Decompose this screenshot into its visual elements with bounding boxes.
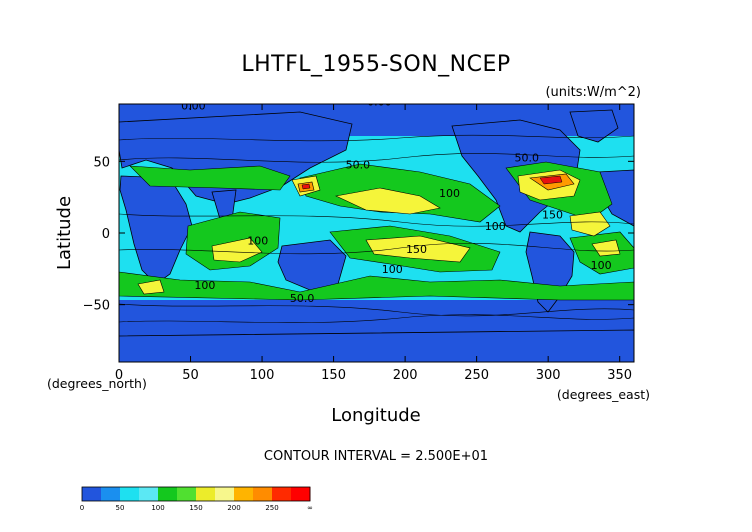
patch-indian — [211, 237, 263, 263]
contour-label: 50.0 — [514, 151, 539, 164]
colorbar-tick-label: ∞ — [307, 504, 313, 512]
colorbar-swatch — [139, 487, 159, 501]
contour-label: 100 — [591, 259, 612, 272]
x-axis: 0 50 100 150 200 250 300 350 — [115, 104, 632, 383]
contour-label: 50.0 — [346, 159, 371, 172]
contour-label: 100 — [194, 279, 215, 292]
contour-line-2 — [119, 153, 634, 163]
patch-southern-belt — [119, 271, 634, 301]
y-axis-title: Latitude — [54, 196, 75, 270]
contour-label: 100 — [439, 187, 460, 200]
x-tick-label: 350 — [607, 368, 632, 383]
y-tick-label: 50 — [93, 155, 110, 170]
contour-label: 100 — [382, 263, 403, 276]
x-tick-label: 100 — [250, 368, 275, 383]
patch-north-atlantic-high — [129, 165, 291, 191]
colorbar-tick-label: 250 — [265, 504, 278, 512]
y-unit-label: (degrees_north) — [47, 376, 147, 391]
contour-line-1 — [119, 134, 634, 142]
patch-pacific-south — [365, 235, 471, 263]
colorbar-swatch — [291, 487, 311, 501]
x-axis-title: Longitude — [331, 405, 421, 426]
contour-label: 0.00 — [181, 100, 206, 113]
colorbar-swatch — [101, 487, 121, 501]
x-unit-label: (degrees_east) — [557, 387, 650, 402]
colorbar-tick-label: 200 — [227, 504, 240, 512]
field-gt-250 — [301, 175, 563, 190]
contour-label: 0.00 — [367, 95, 392, 108]
contour-label: 100 — [485, 220, 506, 233]
patch-indian-ocean — [185, 211, 281, 271]
patch-agulhas — [137, 279, 165, 295]
colorbar: 0 50 100 150 200 250 ∞ — [80, 486, 313, 512]
contour-interval: CONTOUR INTERVAL = 2.500E+01 — [264, 449, 488, 464]
patch-brazil — [591, 239, 621, 257]
contour-line-3 — [119, 213, 634, 227]
x-tick-label: 50 — [182, 368, 199, 383]
colorbar-swatch — [120, 487, 140, 501]
colorbar-tick-label: 100 — [151, 504, 164, 512]
contour-label: 150 — [406, 243, 427, 256]
colorbar-tick-label: 150 — [189, 504, 202, 512]
colorbar-swatch — [196, 487, 216, 501]
contour-label: 150 — [542, 209, 563, 222]
colorbar-swatch — [177, 487, 197, 501]
colorbar-swatch — [234, 487, 254, 501]
colorbar-swatch — [158, 487, 178, 501]
patch-gulf-stream-max — [539, 175, 563, 185]
contour-label: 50.0 — [290, 292, 315, 305]
contour-labels: 0.00 0.0050.050.050.010010010010010010015… — [181, 95, 612, 305]
x-tick-label: 250 — [464, 368, 489, 383]
chart-title: LHTFL_1955-SON_NCEP — [241, 52, 510, 77]
land-greenland — [569, 109, 619, 143]
x-tick-label: 150 — [321, 368, 346, 383]
contour-line-5 — [119, 303, 634, 317]
patch-pacific-north — [335, 187, 441, 215]
colorbar-tick-label: 50 — [116, 504, 125, 512]
y-tick-label: −50 — [83, 299, 110, 314]
y-axis: −50 0 50 — [83, 155, 634, 314]
patch-tropical-atlantic — [569, 211, 611, 237]
land-eurasia — [119, 111, 353, 205]
colorbar-swatch — [82, 487, 102, 501]
contour-lines — [119, 134, 634, 323]
plot-area: 0.00 0.0050.050.050.010010010010010010015… — [119, 95, 634, 362]
patch-kuroshio-max — [301, 183, 311, 190]
x-tick-label: 300 — [536, 368, 561, 383]
x-tick-label: 0 — [115, 368, 123, 383]
x-tick-label: 200 — [393, 368, 418, 383]
colorbar-swatch — [215, 487, 235, 501]
land-antarctica — [119, 329, 634, 362]
units-label: (units:W/m^2) — [545, 85, 641, 100]
colorbar-swatch — [272, 487, 292, 501]
colorbar-tick-label: 0 — [80, 504, 84, 512]
contour-line-6 — [119, 314, 634, 323]
contour-label: 100 — [247, 234, 268, 247]
contour-line-4 — [119, 242, 634, 255]
colorbar-swatch — [253, 487, 273, 501]
colorbar-frame — [81, 486, 311, 502]
y-tick-label: 0 — [102, 227, 110, 242]
